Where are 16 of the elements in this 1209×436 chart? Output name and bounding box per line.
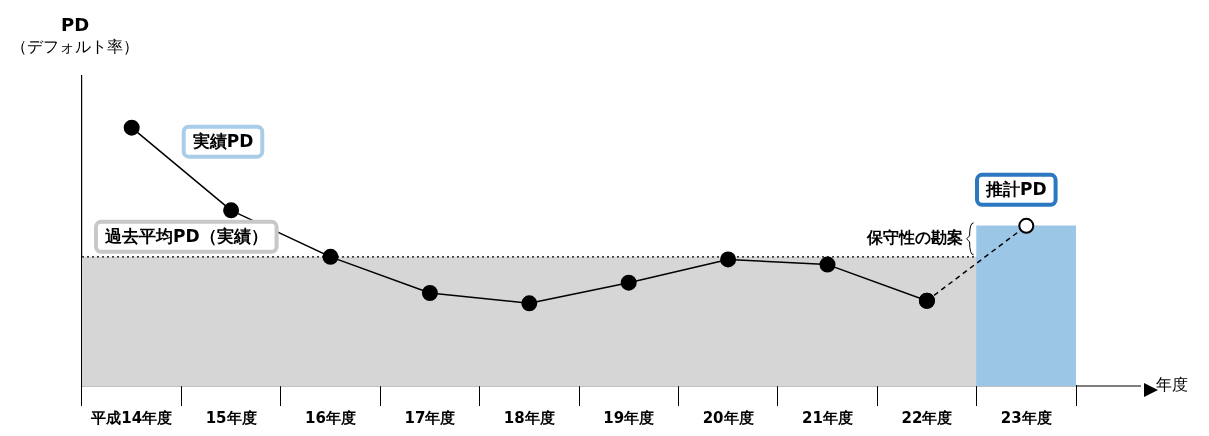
x-tick-label: 17年度 [404,408,456,427]
x-tick-label: 19年度 [603,408,655,427]
x-tick-label: 18年度 [503,408,555,427]
x-tick-label: 21年度 [802,408,853,427]
ref-line-label: 過去平均PD（実績） [104,226,268,247]
x-tick-label: 22年度 [901,408,953,427]
x-tick-label: 16年度 [305,408,356,427]
y-axis-title: PD （デフォルト率） [11,13,139,57]
series-label: 推計PD [985,179,1047,200]
x-tick-label: 平成14年度 [90,408,173,427]
x-tick-label: 20年度 [702,408,754,427]
annotation: 保守性の勘案 [865,227,963,247]
x-tick-label: 15年度 [205,408,257,427]
x-axis-title: 年度 [1156,375,1188,395]
series-label: 実績PD [191,131,254,152]
x-tick-label: 23年度 [1000,408,1052,427]
